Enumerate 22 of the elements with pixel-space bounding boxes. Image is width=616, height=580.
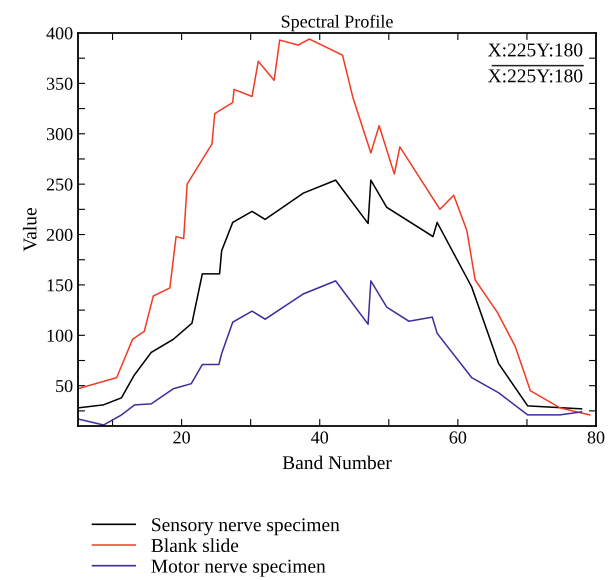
y-tick-label: 100 bbox=[48, 330, 72, 342]
x-tick-label: 60 bbox=[450, 431, 466, 444]
y-tick-label: 150 bbox=[48, 279, 72, 292]
legend-label: Blank slide bbox=[151, 538, 238, 552]
legend-label: Motor nerve specimen bbox=[151, 560, 326, 577]
x-tick-label: 40 bbox=[311, 431, 328, 444]
y-tick-label: 300 bbox=[46, 128, 72, 140]
y-tick-label: 50 bbox=[56, 380, 72, 392]
line-series bbox=[78, 280, 582, 426]
annotation: X:225Y:180 bbox=[488, 69, 582, 83]
y-tick-label: 400 bbox=[46, 27, 72, 40]
x-axis-title: Band Number bbox=[282, 456, 392, 470]
y-tick-label: 250 bbox=[46, 178, 72, 191]
line-series bbox=[78, 38, 591, 416]
legend-label: Sensory nerve specimen bbox=[152, 518, 340, 536]
annotation: X:225Y:180 bbox=[488, 43, 582, 57]
y-tick-label: 200 bbox=[46, 228, 72, 241]
x-tick-label: 20 bbox=[173, 431, 190, 444]
x-tick-label: 80 bbox=[588, 431, 604, 444]
y-tick-label: 350 bbox=[46, 78, 72, 90]
y-axis-title: Value bbox=[22, 208, 37, 252]
chart-title: Spectral Profile bbox=[282, 14, 393, 32]
